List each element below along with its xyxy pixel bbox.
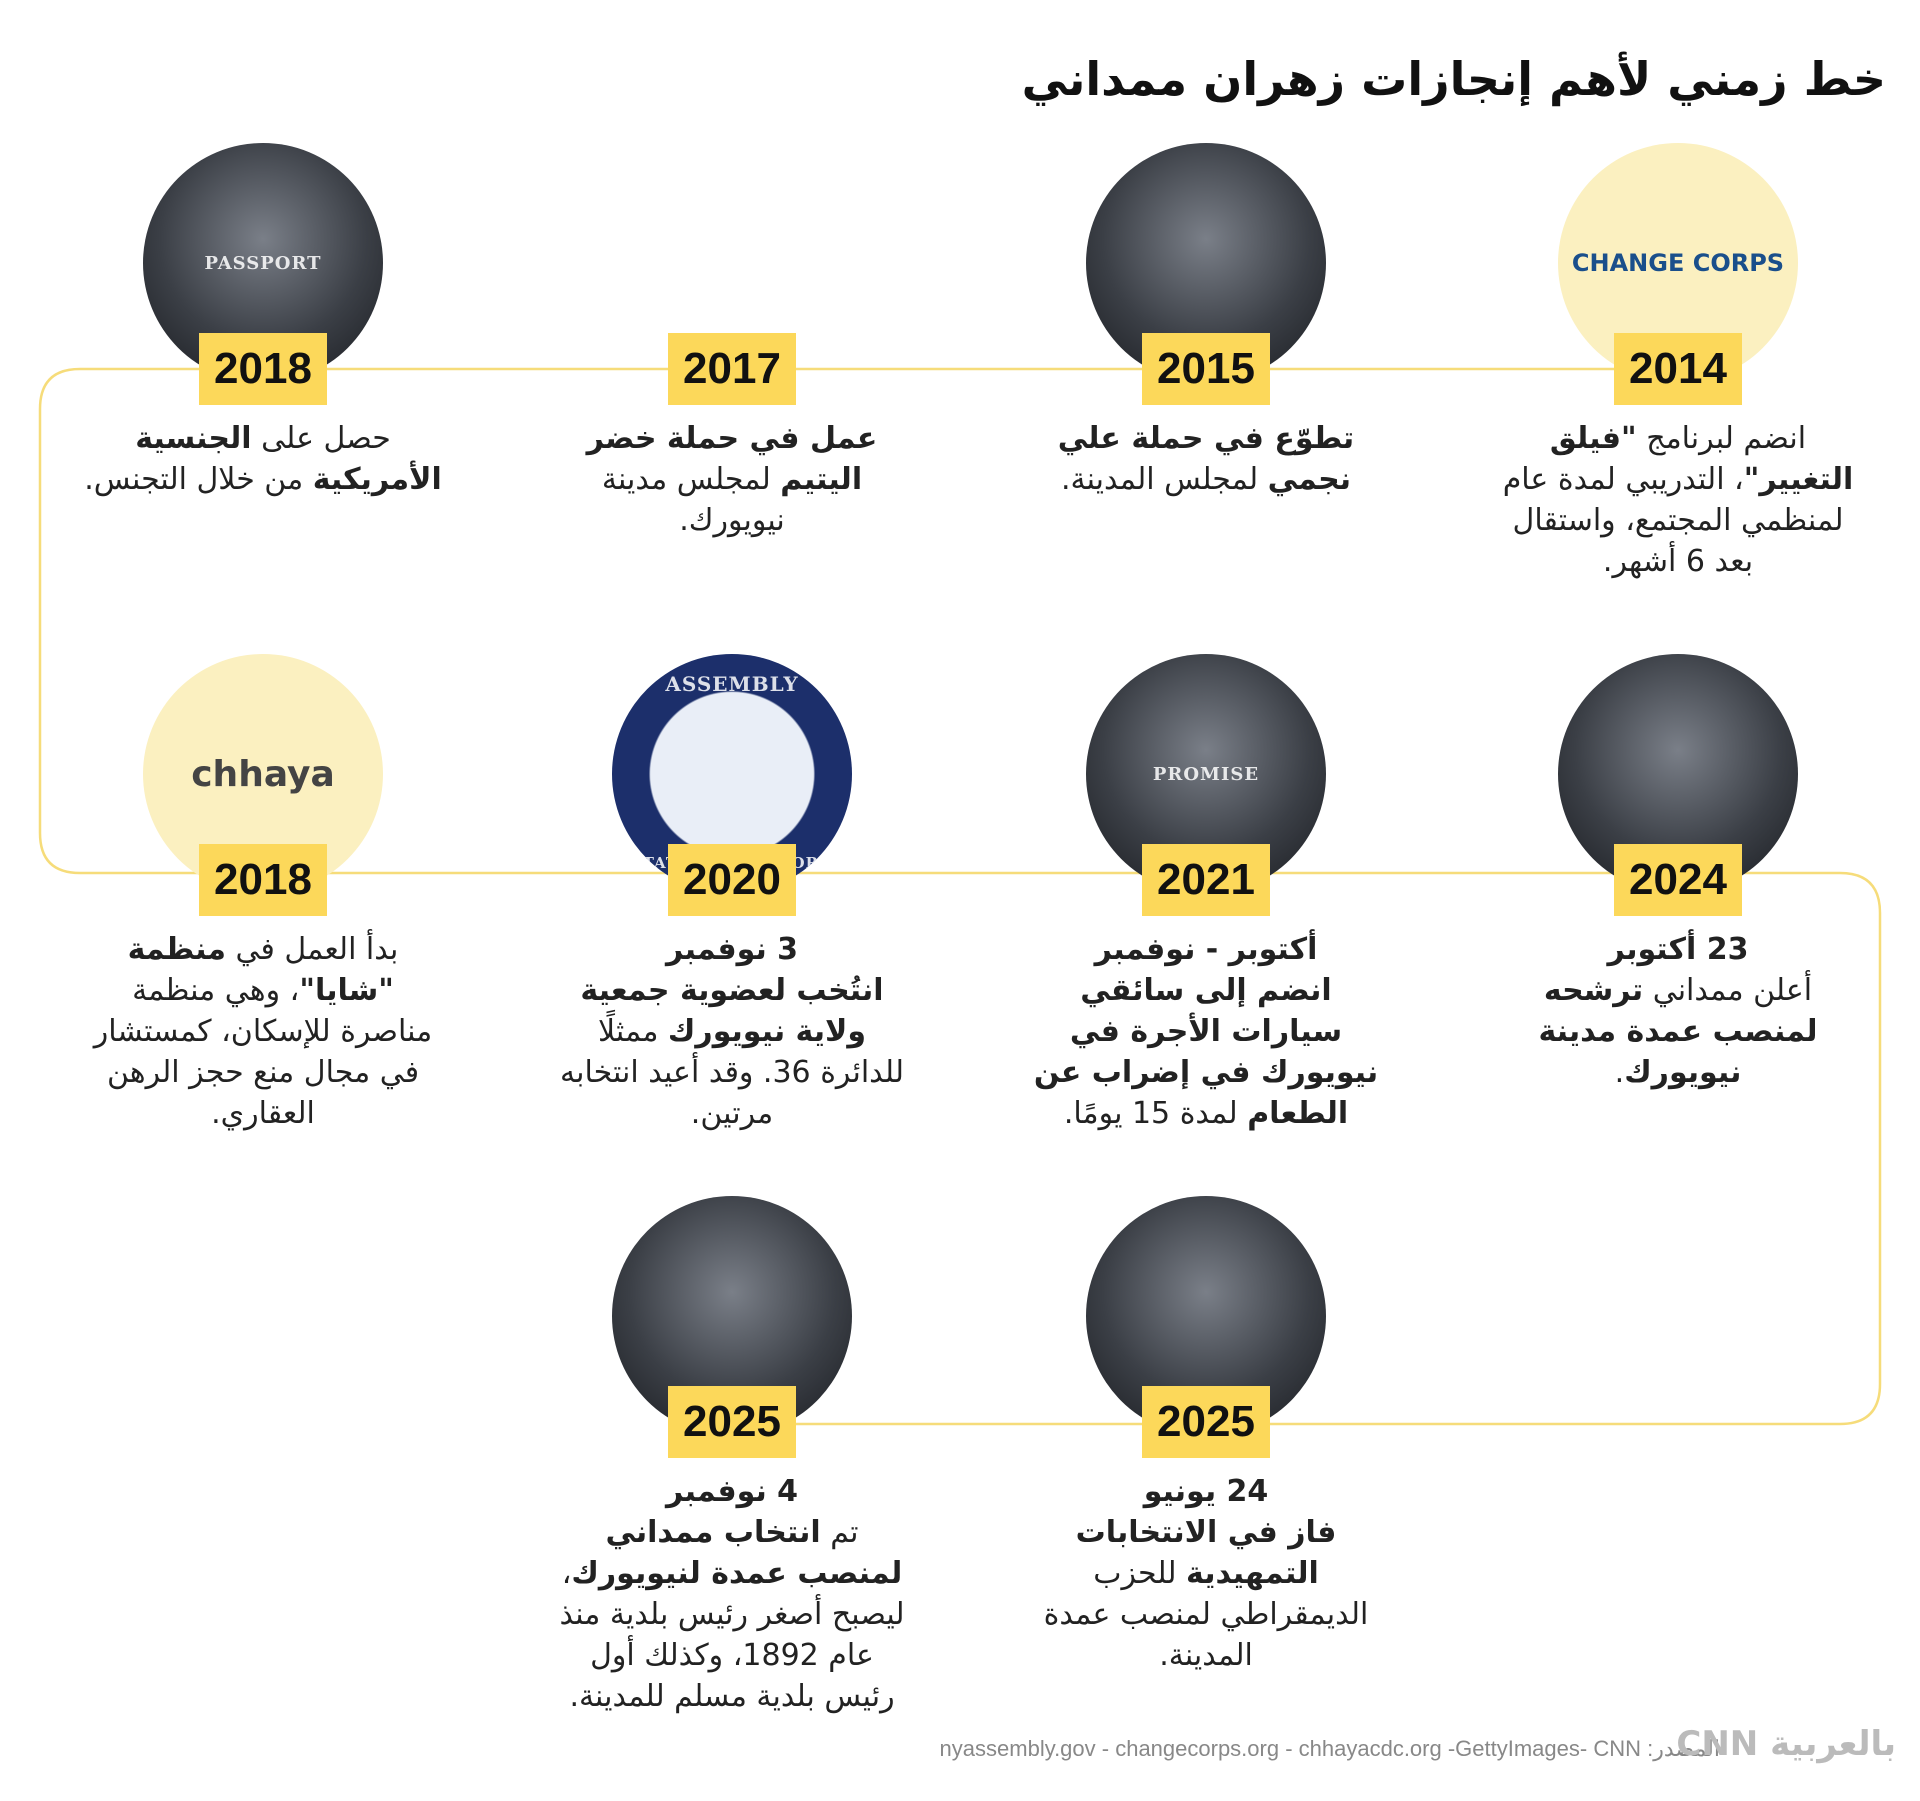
description: 4 نوفمبر تم انتخاب ممداني لمنصب عمدة لنيو… (552, 1471, 912, 1717)
date: 24 يونيو (1143, 1474, 1269, 1509)
description: 3 نوفمبر انتُخب لعضوية جمعية ولاية نيويور… (552, 929, 912, 1134)
year-label: 2025 (668, 1386, 796, 1458)
year-label: 2020 (668, 844, 796, 916)
text: أعلن ممداني (1643, 973, 1813, 1008)
year-label: 2025 (1142, 1386, 1270, 1458)
text: تم (820, 1515, 859, 1550)
text: لمجلس مدينة نيويورك. (601, 462, 785, 538)
text: ، التدريبي لمدة عام لمنظمي المجتمع، واست… (1502, 462, 1844, 579)
text: من خلال التجنس. (84, 462, 313, 497)
image-label: PASSPORT (204, 252, 322, 274)
image-label: PROMISE (1152, 763, 1260, 785)
description: 23 أكتوبر أعلن ممداني ترشحه لمنصب عمدة مد… (1498, 929, 1858, 1093)
source: المصدر: nyassembly.gov - changecorps.org… (939, 1736, 1720, 1761)
text: . (1614, 1055, 1625, 1090)
description: تطوّع في حملة علي نجمي لمجلس المدينة. (1026, 418, 1386, 500)
bold-text: انضم إلى سائقي سيارات الأجرة في نيويورك … (1033, 973, 1379, 1131)
date: أكتوبر - نوفمبر (1094, 932, 1318, 967)
text: حصل على (251, 421, 391, 456)
bold-text: فاز في الانتخابات التمهيدية (1075, 1515, 1337, 1591)
title: خط زمني لأهم إنجازات زهران ممداني (1021, 52, 1886, 106)
year-label: 2017 (668, 333, 796, 405)
image-label: ASSEMBLY (665, 672, 799, 696)
logo: بالعربية CNN (1676, 1724, 1896, 1764)
bold-text: تطوّع في حملة علي نجمي (1057, 421, 1355, 497)
text: لمدة 15 يومًا. (1063, 1096, 1248, 1131)
year-label: 2021 (1142, 844, 1270, 916)
text: ، ليصبح أصغر رئيس بلدية منذ عام 1892، وك… (559, 1556, 905, 1714)
description: حصل على الجنسية الأمريكية من خلال التجنس… (83, 418, 443, 500)
text: ، وهي منظمة مناصرة للإسكان، كمستشار في م… (93, 973, 433, 1131)
description: 24 يونيو فاز في الانتخابات التمهيدية للحز… (1026, 1471, 1386, 1676)
text: ممثلًا للدائرة 36. وقد أعيد انتخابه مرتي… (560, 1014, 904, 1131)
bold-text: انتُخب لعضوية جمعية ولاية نيويورك (580, 973, 884, 1049)
year-label: 2018 (199, 844, 327, 916)
bold-text: عمل في حملة خضر اليتيم (586, 421, 878, 497)
description: أكتوبر - نوفمبر انضم إلى سائقي سيارات الأ… (1026, 929, 1386, 1134)
description: انضم لبرنامج "فيلق التغيير"، التدريبي لم… (1498, 418, 1858, 582)
bold-text: انتخاب ممداني لمنصب عمدة لنيويورك (571, 1515, 903, 1591)
bold-text: منظمة "شايا" (127, 932, 394, 1008)
date: 23 أكتوبر (1607, 932, 1749, 967)
description: عمل في حملة خضر اليتيم لمجلس مدينة نيويو… (552, 418, 912, 541)
text: لمجلس المدينة. (1060, 462, 1268, 497)
year-label: 2018 (199, 333, 327, 405)
bold-text: "فيلق التغيير" (1549, 421, 1854, 497)
year-label: 2014 (1614, 333, 1742, 405)
image-label: CHANGE CORPS (1571, 249, 1785, 277)
description: بدأ العمل في منظمة "شايا"، وهي منظمة منا… (83, 929, 443, 1134)
text: انضم لبرنامج (1636, 421, 1807, 456)
date: 3 نوفمبر (665, 932, 799, 967)
year-label: 2015 (1142, 333, 1270, 405)
image: CHANGE CORPS (1558, 143, 1798, 383)
bold-text: الجنسية الأمريكية (135, 421, 442, 497)
text: بدأ العمل في (225, 932, 399, 967)
image-label: chhaya (191, 753, 335, 795)
timeline-path (38, 367, 1882, 1426)
year-label: 2024 (1614, 844, 1742, 916)
text: للحزب الديمقراطي لمنصب عمدة المدينة. (1043, 1556, 1369, 1673)
date: 4 نوفمبر (665, 1474, 799, 1509)
bold-text: ترشحه لمنصب عمدة مدينة نيويورك (1538, 973, 1818, 1090)
